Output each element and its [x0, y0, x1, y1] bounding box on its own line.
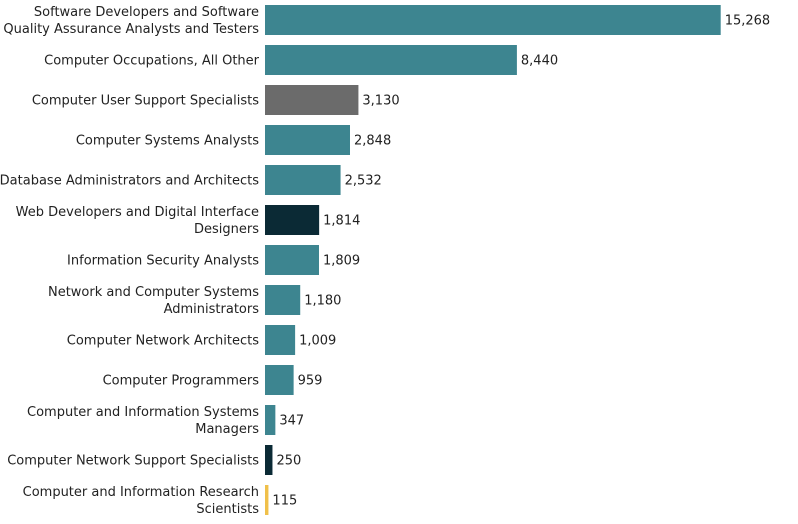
bar — [265, 365, 294, 395]
category-label-line: Computer Network Architects — [67, 334, 259, 349]
bar — [265, 85, 359, 115]
value-label: 115 — [272, 494, 297, 509]
bar — [265, 205, 320, 235]
value-labels: 15,268 8,440 3,130 2,848 2,532 1,814 1,809 1,18… — [272, 14, 770, 509]
category-label-line: Network and Computer Systems — [48, 285, 259, 300]
bars — [265, 5, 721, 515]
category-label-line: Database Administrators and Architects — [0, 174, 259, 189]
category-label-line: Designers — [194, 222, 259, 237]
value-label: 1,814 — [323, 214, 360, 229]
value-label: 3,130 — [362, 94, 399, 109]
category-label-line: Computer Systems Analysts — [76, 134, 259, 149]
category-label: Information Security Analysts — [67, 254, 259, 269]
category-label-line: Web Developers and Digital Interface — [16, 205, 259, 220]
bar — [265, 405, 276, 435]
category-label-line: Scientists — [196, 502, 259, 517]
category-label-line: Administrators — [164, 302, 260, 317]
bar — [265, 165, 341, 195]
value-label: 347 — [279, 414, 304, 429]
category-label-line: Computer and Information Systems — [27, 405, 259, 420]
bar — [265, 245, 319, 275]
bar — [265, 285, 301, 315]
value-label: 2,848 — [354, 134, 391, 149]
bar — [265, 45, 517, 75]
category-label: Computer Occupations, All Other — [44, 54, 259, 69]
category-label-line: Computer User Support Specialists — [32, 94, 259, 109]
value-label: 1,009 — [299, 334, 336, 349]
category-label-line: Quality Assurance Analysts and Testers — [3, 22, 259, 37]
value-label: 250 — [276, 454, 301, 469]
category-label-line: Computer and Information Research — [23, 485, 259, 500]
bar — [265, 125, 351, 155]
category-label: Database Administrators and Architects — [0, 174, 259, 189]
category-label: Computer and Information Research Scienti… — [23, 485, 260, 517]
category-label: Web Developers and Digital Interface Desi… — [16, 205, 260, 237]
value-label: 15,268 — [725, 14, 771, 29]
category-labels: Software Developers and Software Quality … — [0, 5, 260, 517]
bar — [265, 445, 273, 475]
category-label: Computer and Information Systems Managers — [27, 405, 259, 437]
bar — [265, 5, 721, 35]
value-label: 8,440 — [521, 54, 558, 69]
category-label-line: Computer Programmers — [103, 374, 260, 389]
category-label: Computer User Support Specialists — [32, 94, 259, 109]
category-label: Computer Programmers — [103, 374, 260, 389]
category-label-line: Computer Network Support Specialists — [7, 454, 259, 469]
category-label-line: Software Developers and Software — [34, 5, 259, 20]
bar — [265, 485, 269, 515]
category-label-line: Managers — [195, 422, 259, 437]
category-label: Computer Network Support Specialists — [7, 454, 259, 469]
category-label: Computer Network Architects — [67, 334, 259, 349]
category-label: Network and Computer Systems Administrato… — [48, 285, 259, 317]
value-label: 2,532 — [345, 174, 382, 189]
value-label: 1,809 — [323, 254, 360, 269]
category-label-line: Computer Occupations, All Other — [44, 54, 259, 69]
value-label: 1,180 — [304, 294, 341, 309]
category-label: Computer Systems Analysts — [76, 134, 259, 149]
category-label-line: Information Security Analysts — [67, 254, 259, 269]
category-label: Software Developers and Software Quality … — [3, 5, 259, 37]
bar — [265, 325, 296, 355]
value-label: 959 — [298, 374, 323, 389]
